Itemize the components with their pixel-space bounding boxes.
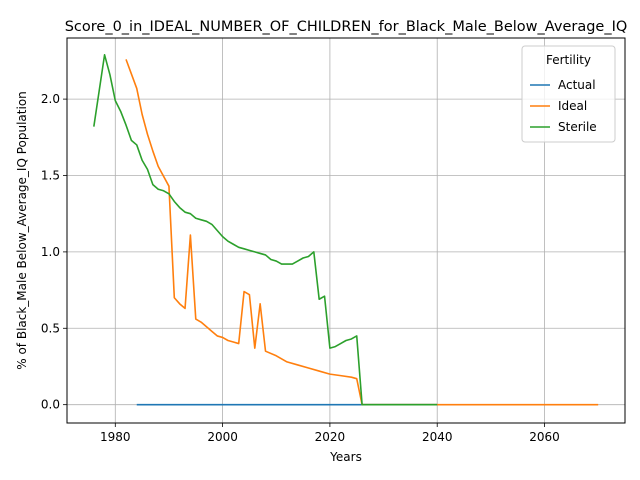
legend-label-actual: Actual (558, 78, 596, 92)
y-tick-label: 0.0 (41, 398, 60, 412)
y-tick-label: 1.0 (41, 245, 60, 259)
legend-title: Fertility (546, 53, 591, 67)
y-tick-label: 1.5 (41, 169, 60, 183)
x-tick-label: 1980 (100, 430, 131, 444)
x-tick-label: 2020 (315, 430, 346, 444)
y-axis-label: % of Black_Male Below_Average_IQ Populat… (15, 91, 29, 370)
x-tick-label: 2040 (422, 430, 453, 444)
x-tick-label: 2060 (529, 430, 560, 444)
x-axis-label: Years (329, 450, 362, 464)
y-tick-label: 0.5 (41, 321, 60, 335)
legend-label-sterile: Sterile (558, 120, 597, 134)
legend: Fertility Actual Ideal Sterile (522, 46, 615, 142)
legend-label-ideal: Ideal (558, 99, 587, 113)
y-tick-label: 2.0 (41, 92, 60, 106)
x-tick-label: 2000 (207, 430, 238, 444)
chart-title: Score_0_in_IDEAL_NUMBER_OF_CHILDREN_for_… (65, 19, 628, 35)
